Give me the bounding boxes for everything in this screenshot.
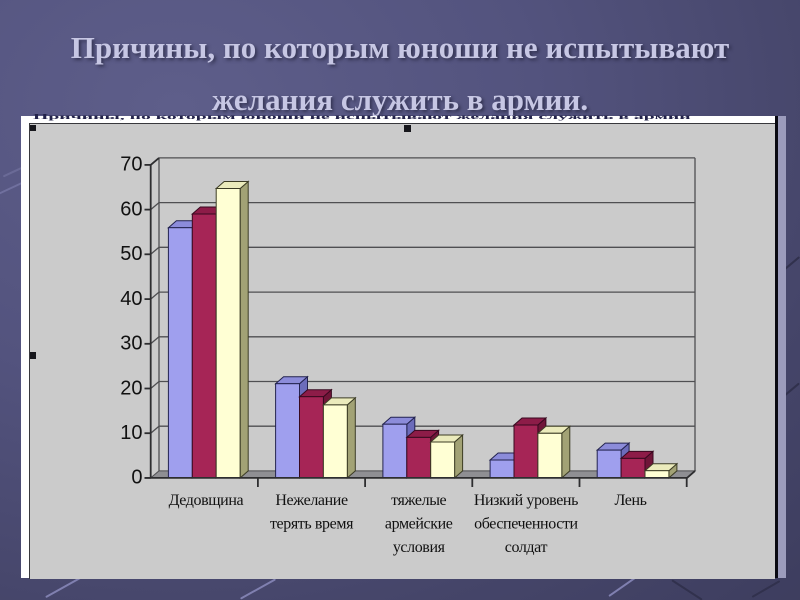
svg-text:20: 20 <box>120 377 142 399</box>
svg-text:70: 70 <box>120 154 142 176</box>
svg-text:армейские: армейские <box>385 515 453 532</box>
svg-text:60: 60 <box>120 198 142 220</box>
svg-text:солдат: солдат <box>505 539 548 556</box>
svg-text:Лень: Лень <box>614 492 646 509</box>
svg-text:тяжелые: тяжелые <box>391 492 446 509</box>
svg-text:условия: условия <box>393 539 446 556</box>
svg-text:обеспеченности: обеспеченности <box>474 515 578 532</box>
svg-text:Нежелание: Нежелание <box>275 492 348 509</box>
svg-text:Низкий уровень: Низкий уровень <box>474 492 578 509</box>
svg-text:10: 10 <box>120 422 142 444</box>
svg-text:0: 0 <box>131 467 142 489</box>
svg-text:Дедовщина: Дедовщина <box>169 492 244 509</box>
svg-text:40: 40 <box>120 288 142 310</box>
svg-text:50: 50 <box>120 243 142 265</box>
svg-text:терять время: терять время <box>270 515 354 532</box>
svg-text:30: 30 <box>120 333 142 355</box>
